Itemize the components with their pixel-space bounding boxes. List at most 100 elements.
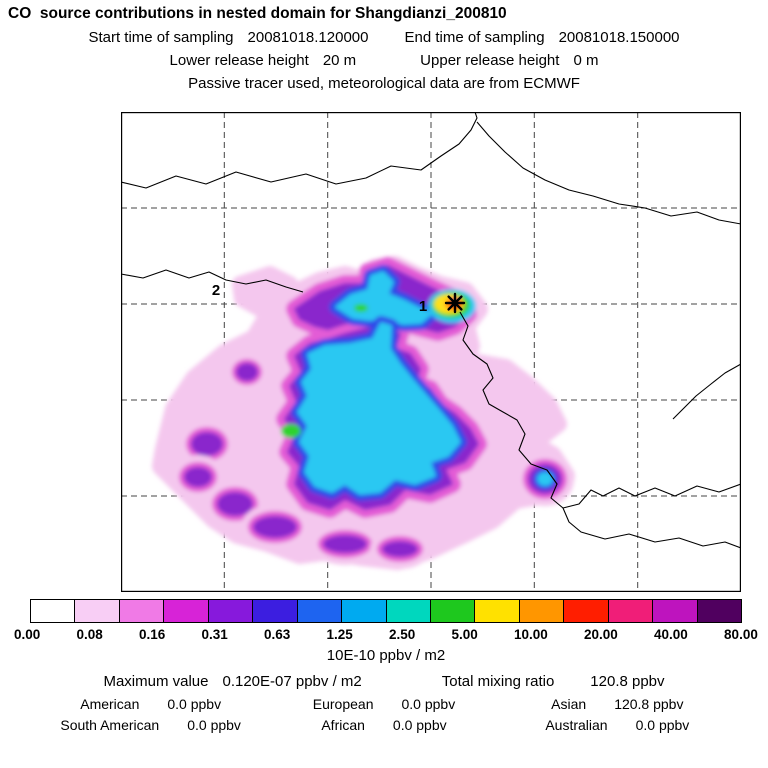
colorbar-segment [208,600,254,622]
region-value: 120.8 ppbv [614,696,684,712]
region-stat: European 0.0 ppbv [267,696,500,712]
colorbar-tick: 0.31 [201,627,228,642]
plume-shape [281,424,301,438]
plume-shape [191,432,223,456]
colorbar-segment [31,600,76,622]
colorbar: 0.00 0.08 0.16 0.31 0.63 1.25 2.50 5.00 10.00 20.… [14,599,758,664]
colorbar-segment [430,600,476,622]
region-label: American [80,696,140,712]
maximum-value-value: 0.120E-07 ppbv / m2 [222,673,362,690]
colorbar-segment [608,600,654,622]
colorbar-tick: 5.00 [451,627,478,642]
coastline [459,311,741,509]
region-stat: Asian 120.8 ppbv [501,696,734,712]
coastline [562,507,741,549]
colorbar-segment [564,600,609,622]
colorbar-tick: 0.63 [264,627,291,642]
total-mixing-ratio-label: Total mixing ratio [441,673,555,690]
stats-main-row: Maximum value 0.120E-07 ppbv / m2 Total … [0,673,768,690]
region-value: 0.0 ppbv [635,717,690,733]
colorbar-segment [253,600,298,622]
colorbar-tick: 0.08 [76,627,103,642]
lower-release-height-label: Lower release height [169,52,309,69]
colorbar-tick: 0.16 [139,627,166,642]
colorbar-segment [653,600,698,622]
total-mixing-ratio: Total mixing ratio 120.8 ppbv [442,673,665,690]
upper-release-height-value: 0 m [573,52,599,69]
sampling-times-line: Start time of sampling 20081018.120000 E… [0,29,768,46]
colorbar-segment [697,600,741,622]
region-value: 0.0 ppbv [187,717,241,733]
plume-shape [217,492,253,516]
region-stat: African 0.0 ppbv [267,717,500,733]
colorbar-segment [164,600,209,622]
tracer-note-line: Passive tracer used, meteorological data… [0,75,768,92]
region-value: 0.0 ppbv [401,696,456,712]
plume-shape [232,266,298,317]
total-mixing-ratio-value: 120.8 ppbv [590,673,665,690]
sampling-end-label: End time of sampling [404,29,545,46]
colorbar-segment [297,600,343,622]
region-stats-grid: American 0.0 ppbv European 0.0 ppbv Asian 120… [34,696,734,733]
colorbar-units: 10E-10 ppbv / m2 [326,647,446,664]
colorbar-tick: 80.00 [724,627,758,642]
colorbar-tick: 40.00 [654,627,688,642]
figure-header: CO source contributions in nested domain… [0,0,768,92]
stats-block: Maximum value 0.120E-07 ppbv / m2 Total … [0,673,768,733]
plume-shape [469,354,567,446]
plume-shape [184,467,212,487]
region-label: Australian [545,717,608,733]
region-label: South American [60,717,160,733]
maximum-value: Maximum value 0.120E-07 ppbv / m2 [103,673,361,690]
region-label: European [312,696,374,712]
map-marker-2: 2 [212,282,220,299]
region-stat: American 0.0 ppbv [34,696,267,712]
upper-release-height-label: Upper release height [420,52,560,69]
coastline [121,112,478,189]
region-value: 0.0 ppbv [167,696,222,712]
region-stat: Australian 0.0 ppbv [501,717,734,733]
map-marker-1: 1 [419,298,427,315]
colorbar-segment [386,600,431,622]
colorbar-ticks: 0.00 0.08 0.16 0.31 0.63 1.25 2.50 5.00 10.00 20.… [14,627,758,642]
figure-title: CO source contributions in nested domain… [8,5,507,22]
colorbar-segment [475,600,520,622]
plume-shape [323,535,367,553]
colorbar-tick: 20.00 [584,627,618,642]
region-label: Asian [551,696,587,712]
lower-release-height: Lower release height 20 m [170,52,357,69]
sampling-start: Start time of sampling 20081018.120000 [88,29,368,46]
tracer-note: Passive tracer used, meteorological data… [188,75,580,92]
maximum-value-label: Maximum value [103,673,209,690]
coastlines [121,112,741,549]
plume-shape [537,472,553,486]
region-value: 0.0 ppbv [392,717,447,733]
plume-shape [297,322,461,495]
lower-release-height-value: 20 m [322,52,357,69]
coastline [121,269,304,293]
sampling-end-value: 20081018.150000 [558,29,680,46]
release-heights-line: Lower release height 20 m Upper release … [0,52,768,69]
plume-shape [354,304,368,312]
colorbar-segment [119,600,165,622]
plume-shape [253,516,297,538]
colorbar-segment [75,600,120,622]
map: 12 [121,112,741,592]
colorbar-tick: 10.00 [514,627,548,642]
map-frame [121,112,741,592]
region-label: African [321,717,365,733]
colorbar-tick: 0.00 [14,627,41,642]
colorbar-segment [342,600,387,622]
colorbar-strip [30,599,742,623]
source-star-icon [444,292,466,314]
plume [152,256,575,570]
sampling-end: End time of sampling 20081018.150000 [404,29,679,46]
plume-shape [236,363,258,381]
colorbar-tick: 2.50 [389,627,416,642]
sampling-start-value: 20081018.120000 [247,29,369,46]
upper-release-height: Upper release height 0 m [420,52,598,69]
coastline [672,363,741,420]
sampling-start-label: Start time of sampling [88,29,234,46]
colorbar-segment [519,600,565,622]
plume-shape [382,541,418,557]
